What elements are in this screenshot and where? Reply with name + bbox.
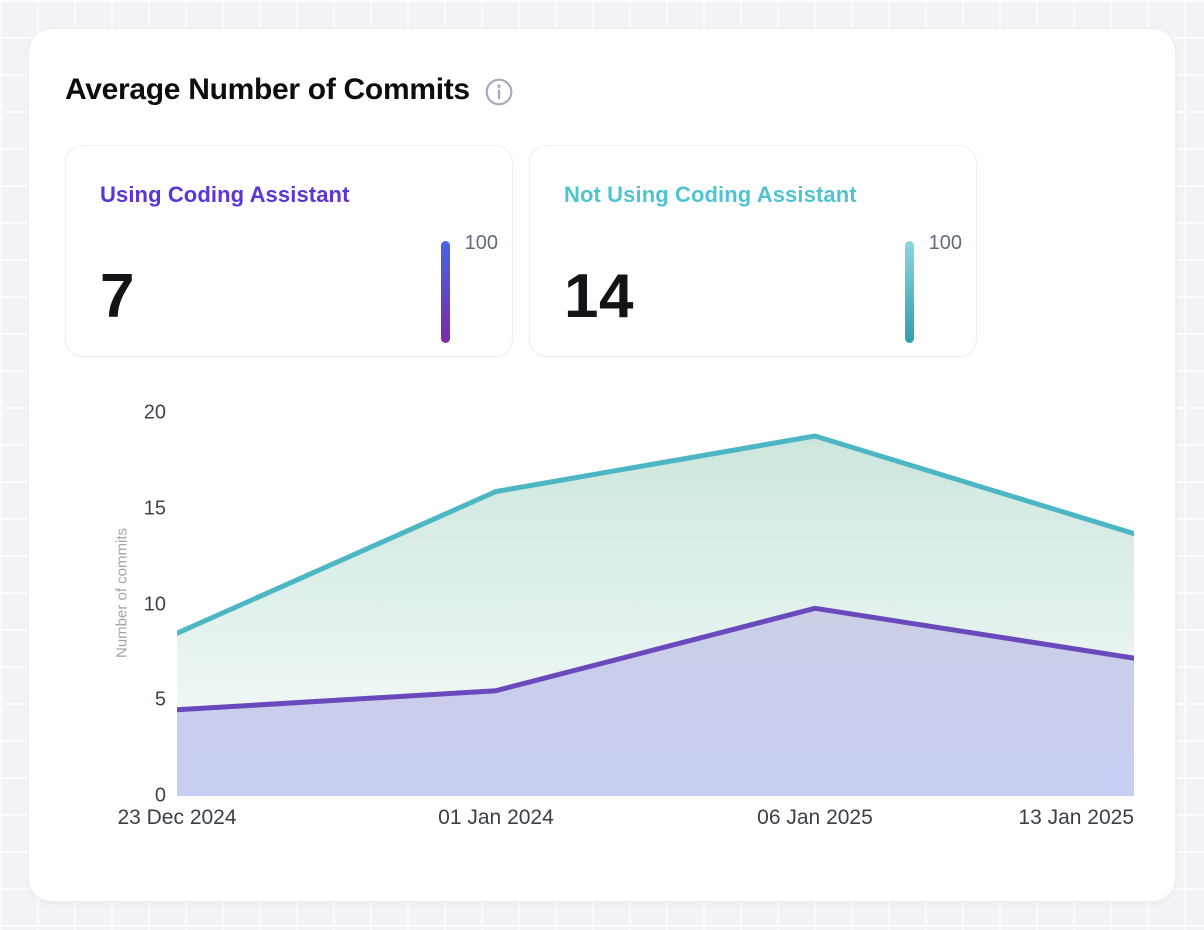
chart-plot-area[interactable] [177, 413, 1134, 796]
stat-label: Not Using Coding Assistant [564, 182, 857, 207]
y-axis: Number of commits 0 5 10 15 20 [65, 402, 177, 807]
panel-header: Average Number of Commits [65, 73, 1139, 107]
stat-value: 14 [564, 262, 634, 331]
y-tick-20: 20 [143, 401, 166, 424]
stat-label: Using Coding Assistant [100, 182, 350, 207]
gauge-max-label: 100 [464, 232, 498, 254]
gauge-bar [440, 241, 450, 343]
info-icon [485, 78, 513, 105]
gauge-bar [904, 241, 914, 343]
gauge-max-label: 100 [928, 232, 962, 254]
page-title: Average Number of Commits [65, 73, 470, 106]
y-axis-title: Number of commits [113, 527, 131, 659]
line-not-using-coding-assistant [177, 433, 1134, 636]
x-axis-labels: 23 Dec 2024 01 Jan 2024 06 Jan 2025 13 Jan … [117, 796, 1134, 840]
stats-row: Using Coding Assistant 7 100 Not Using C… [65, 145, 1139, 357]
x-label-23-dec-2024: 23 Dec 2024 [117, 806, 237, 829]
y-tick-10: 10 [143, 593, 166, 615]
x-label-06-jan-2025: 06 Jan 2025 [757, 806, 873, 829]
commits-chart-svg[interactable] [177, 413, 1134, 796]
stat-gauge: 100 [440, 232, 498, 343]
line-using-coding-assistant [177, 605, 1134, 713]
y-tick-0: 0 [154, 784, 166, 807]
stat-value: 7 [100, 262, 135, 331]
stat-gauge: 100 [904, 232, 962, 343]
area-using-coding-assistant [177, 608, 1134, 796]
info-button[interactable] [484, 77, 514, 107]
commits-chart: Number of commits 0 5 10 15 20 23 Dec 2024 01… [65, 402, 1134, 840]
x-label-01-jan-2024: 01 Jan 2024 [438, 806, 554, 829]
commits-panel: Average Number of Commits Using Coding A… [28, 28, 1176, 902]
stat-card-using: Using Coding Assistant 7 100 [65, 145, 513, 357]
y-tick-15: 15 [143, 497, 166, 520]
y-tick-5: 5 [154, 688, 166, 711]
x-label-13-jan-2025: 13 Jan 2025 [1018, 806, 1134, 829]
stat-card-not-using: Not Using Coding Assistant 14 100 [529, 145, 977, 357]
